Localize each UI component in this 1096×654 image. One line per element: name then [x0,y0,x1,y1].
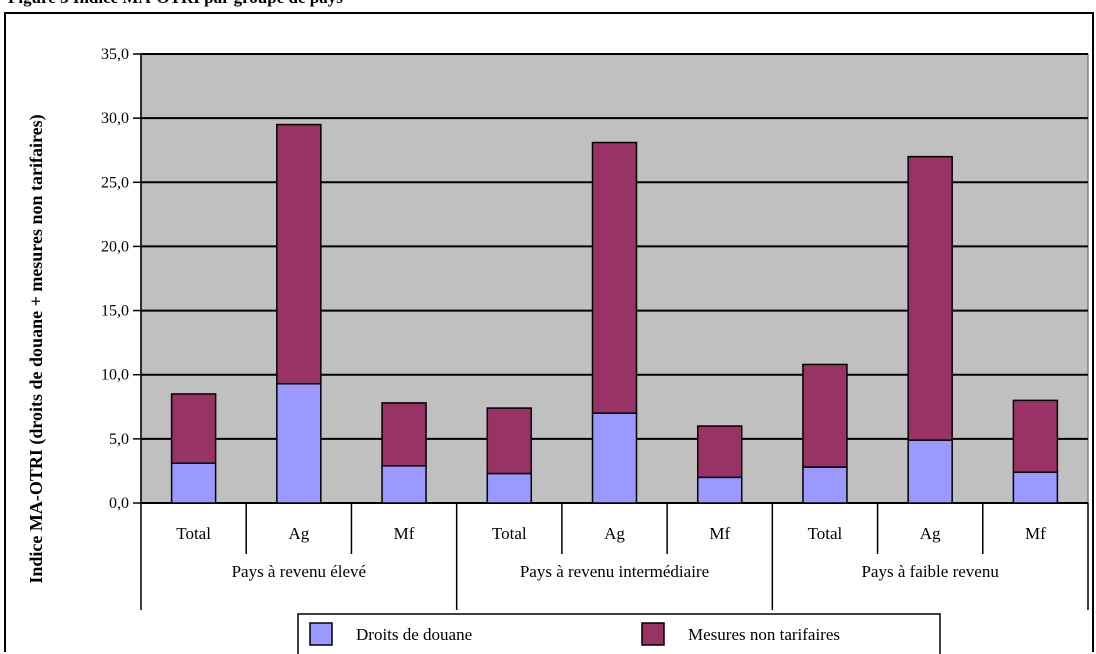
y-tick-label: 10,0 [101,367,129,384]
legend-label: Droits de douane [356,625,472,644]
bar-droits-de-douane [381,465,427,504]
y-tick-label: 30,0 [101,110,129,127]
y-tick-label: 0,0 [109,495,129,512]
x-tick-label: Mf [394,524,415,543]
x-group-label: Pays à faible revenu [861,562,999,581]
x-tick-label: Mf [709,524,730,543]
legend-swatch-mesures-non-tarifaires [641,622,665,646]
bar-mesures-non-tarifaires [381,402,427,467]
bar-mesures-non-tarifaires [276,123,322,385]
legend-swatch-droits-de-douane [309,622,333,646]
y-tick-label: 5,0 [109,431,129,448]
bar-droits-de-douane [170,462,217,504]
y-axis-title: Indice MA-OTRI (droits de douane + mesur… [26,114,47,583]
bar-droits-de-douane [486,472,533,504]
bar-droits-de-douane [696,476,743,504]
x-tick-label: Ag [604,524,625,543]
x-tick-label: Mf [1025,524,1046,543]
bar-droits-de-douane [591,412,638,504]
bar-droits-de-douane [1012,471,1059,504]
legend-label: Mesures non tarifaires [688,625,840,644]
chart-svg: 0,0 5,0 10,0 15,0 20,0 25,0 30,0 35,0 Total Ag Mf T… [26,46,1089,654]
x-tick-label: Ag [920,524,941,543]
y-tick-label: 35,0 [101,46,129,63]
bar-mesures-non-tarifaires [170,393,217,464]
x-group-label: Pays à revenu intermédiaire [520,562,709,581]
bar-mesures-non-tarifaires [696,425,743,479]
x-tick-label: Total [492,524,527,543]
x-tick-label: Total [808,524,843,543]
bar-mesures-non-tarifaires [1012,399,1059,473]
bar-mesures-non-tarifaires [907,155,953,441]
bar-mesures-non-tarifaires [486,407,533,475]
x-group-label: Pays à revenu élevé [232,562,367,581]
bar-mesures-non-tarifaires [591,141,638,414]
chart-frame: 0,0 5,0 10,0 15,0 20,0 25,0 30,0 35,0 Total Ag Mf T… [4,12,1094,654]
page-title: Figure 3 Indice MA-OTRI par groupe de pa… [8,0,343,8]
bar-droits-de-douane [276,382,322,504]
bar-droits-de-douane [907,439,953,504]
y-tick-label: 20,0 [101,238,129,255]
y-tick-label: 15,0 [101,303,129,320]
y-tick-label: 25,0 [101,174,129,191]
x-tick-label: Total [176,524,211,543]
bar-droits-de-douane [802,466,848,504]
bar-mesures-non-tarifaires [802,363,848,468]
x-tick-label: Ag [288,524,309,543]
legend [297,613,941,654]
